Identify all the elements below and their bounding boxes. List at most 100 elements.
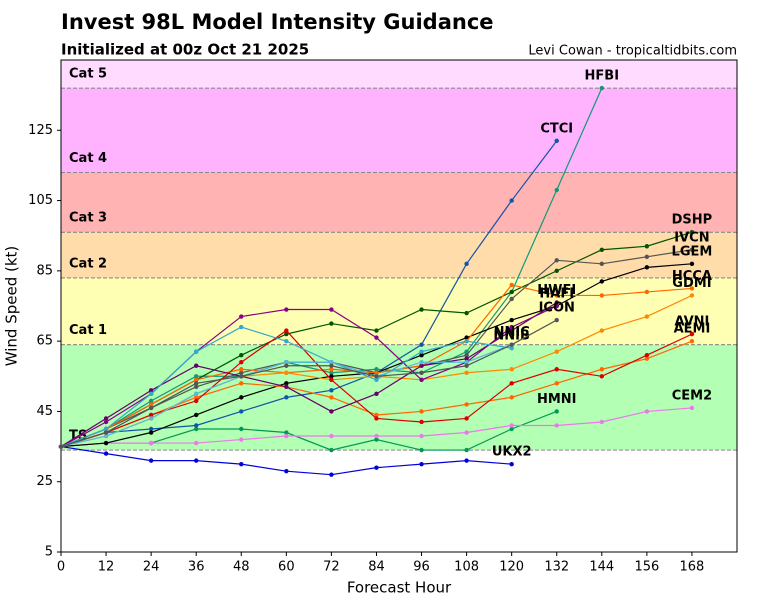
data-point xyxy=(464,310,469,316)
data-point xyxy=(689,331,695,337)
data-point xyxy=(689,286,695,291)
data-point xyxy=(148,416,154,421)
data-point xyxy=(644,356,650,361)
data-point xyxy=(194,398,199,404)
data-point xyxy=(464,338,469,344)
data-point xyxy=(599,247,604,252)
data-point xyxy=(554,138,559,144)
band-label: Cat 3 xyxy=(69,211,107,226)
x-tick-label: 168 xyxy=(680,560,705,575)
data-point xyxy=(284,370,289,375)
data-point xyxy=(689,261,695,267)
series-label: AEMI xyxy=(674,322,711,337)
data-point xyxy=(148,402,154,407)
data-point xyxy=(103,433,109,439)
data-point xyxy=(419,447,424,453)
data-point xyxy=(239,381,244,386)
x-tick-label: 36 xyxy=(188,560,205,575)
data-point xyxy=(509,423,514,428)
data-point xyxy=(148,405,154,411)
data-point xyxy=(599,374,604,379)
x-tick-label: 48 xyxy=(233,560,250,575)
data-point xyxy=(464,458,469,463)
data-point xyxy=(329,388,334,393)
data-point xyxy=(554,300,559,305)
data-point xyxy=(194,426,199,432)
y-tick-label: 125 xyxy=(28,123,53,138)
data-point xyxy=(194,458,199,463)
data-point xyxy=(194,363,199,368)
series-label: CEM2 xyxy=(672,388,712,403)
data-point xyxy=(509,367,514,372)
data-point xyxy=(419,363,424,368)
data-point xyxy=(464,353,469,358)
data-point xyxy=(509,461,514,467)
data-point xyxy=(329,367,334,372)
data-point xyxy=(194,440,199,446)
data-point xyxy=(644,289,650,295)
band-label: Cat 4 xyxy=(69,151,107,166)
data-point xyxy=(194,374,199,379)
data-point xyxy=(554,258,559,263)
data-point xyxy=(644,353,650,358)
data-point xyxy=(148,388,154,393)
data-point xyxy=(194,391,199,397)
series-label: DSHP xyxy=(672,213,713,228)
data-point xyxy=(374,367,379,372)
data-point xyxy=(419,461,424,467)
data-point xyxy=(194,349,199,354)
data-point xyxy=(464,360,469,365)
data-point xyxy=(284,468,289,474)
data-point xyxy=(419,433,424,439)
y-tick-label: 85 xyxy=(36,263,53,278)
data-point xyxy=(374,412,379,418)
series-label: HAFI xyxy=(539,287,574,302)
series-label: HMNI xyxy=(537,392,577,407)
data-point xyxy=(419,409,424,414)
data-point xyxy=(239,314,244,319)
band-label: Cat 2 xyxy=(69,256,107,271)
series-label: GDMI xyxy=(672,276,711,291)
data-point xyxy=(464,349,469,354)
data-point xyxy=(554,293,559,298)
category-band xyxy=(61,232,737,278)
data-point xyxy=(464,356,469,361)
data-point xyxy=(329,360,334,365)
data-point xyxy=(509,317,514,323)
data-point xyxy=(329,409,334,414)
data-point xyxy=(599,279,604,284)
series-line xyxy=(60,301,558,448)
data-point xyxy=(509,282,514,288)
x-tick-label: 96 xyxy=(413,560,430,575)
data-point xyxy=(329,433,334,439)
series-label: LGEM xyxy=(672,244,713,259)
data-point xyxy=(689,230,695,235)
category-band xyxy=(61,88,737,173)
chart-title: Invest 98L Model Intensity Guidance xyxy=(61,10,494,34)
data-point xyxy=(689,405,695,411)
data-point xyxy=(194,384,199,390)
data-point xyxy=(509,426,514,432)
data-point xyxy=(374,433,379,439)
data-point xyxy=(284,363,289,368)
data-point xyxy=(103,430,109,435)
x-axis-label: Forecast Hour xyxy=(347,579,452,597)
data-point xyxy=(148,398,154,404)
chart-subtitle: Initialized at 00z Oct 21 2025 xyxy=(61,41,309,59)
band-label: Cat 1 xyxy=(69,323,107,338)
data-point xyxy=(554,423,559,428)
data-point xyxy=(464,402,469,407)
data-point xyxy=(239,461,244,467)
data-point xyxy=(148,440,154,446)
y-tick-label: 105 xyxy=(28,193,53,208)
data-point xyxy=(284,328,289,333)
data-point xyxy=(329,321,334,326)
x-tick-label: 72 xyxy=(323,560,340,575)
x-tick-label: 60 xyxy=(278,560,295,575)
data-point xyxy=(239,437,244,442)
data-point xyxy=(284,360,289,365)
data-point xyxy=(554,303,559,309)
series-line xyxy=(60,305,557,448)
data-point xyxy=(329,377,334,382)
